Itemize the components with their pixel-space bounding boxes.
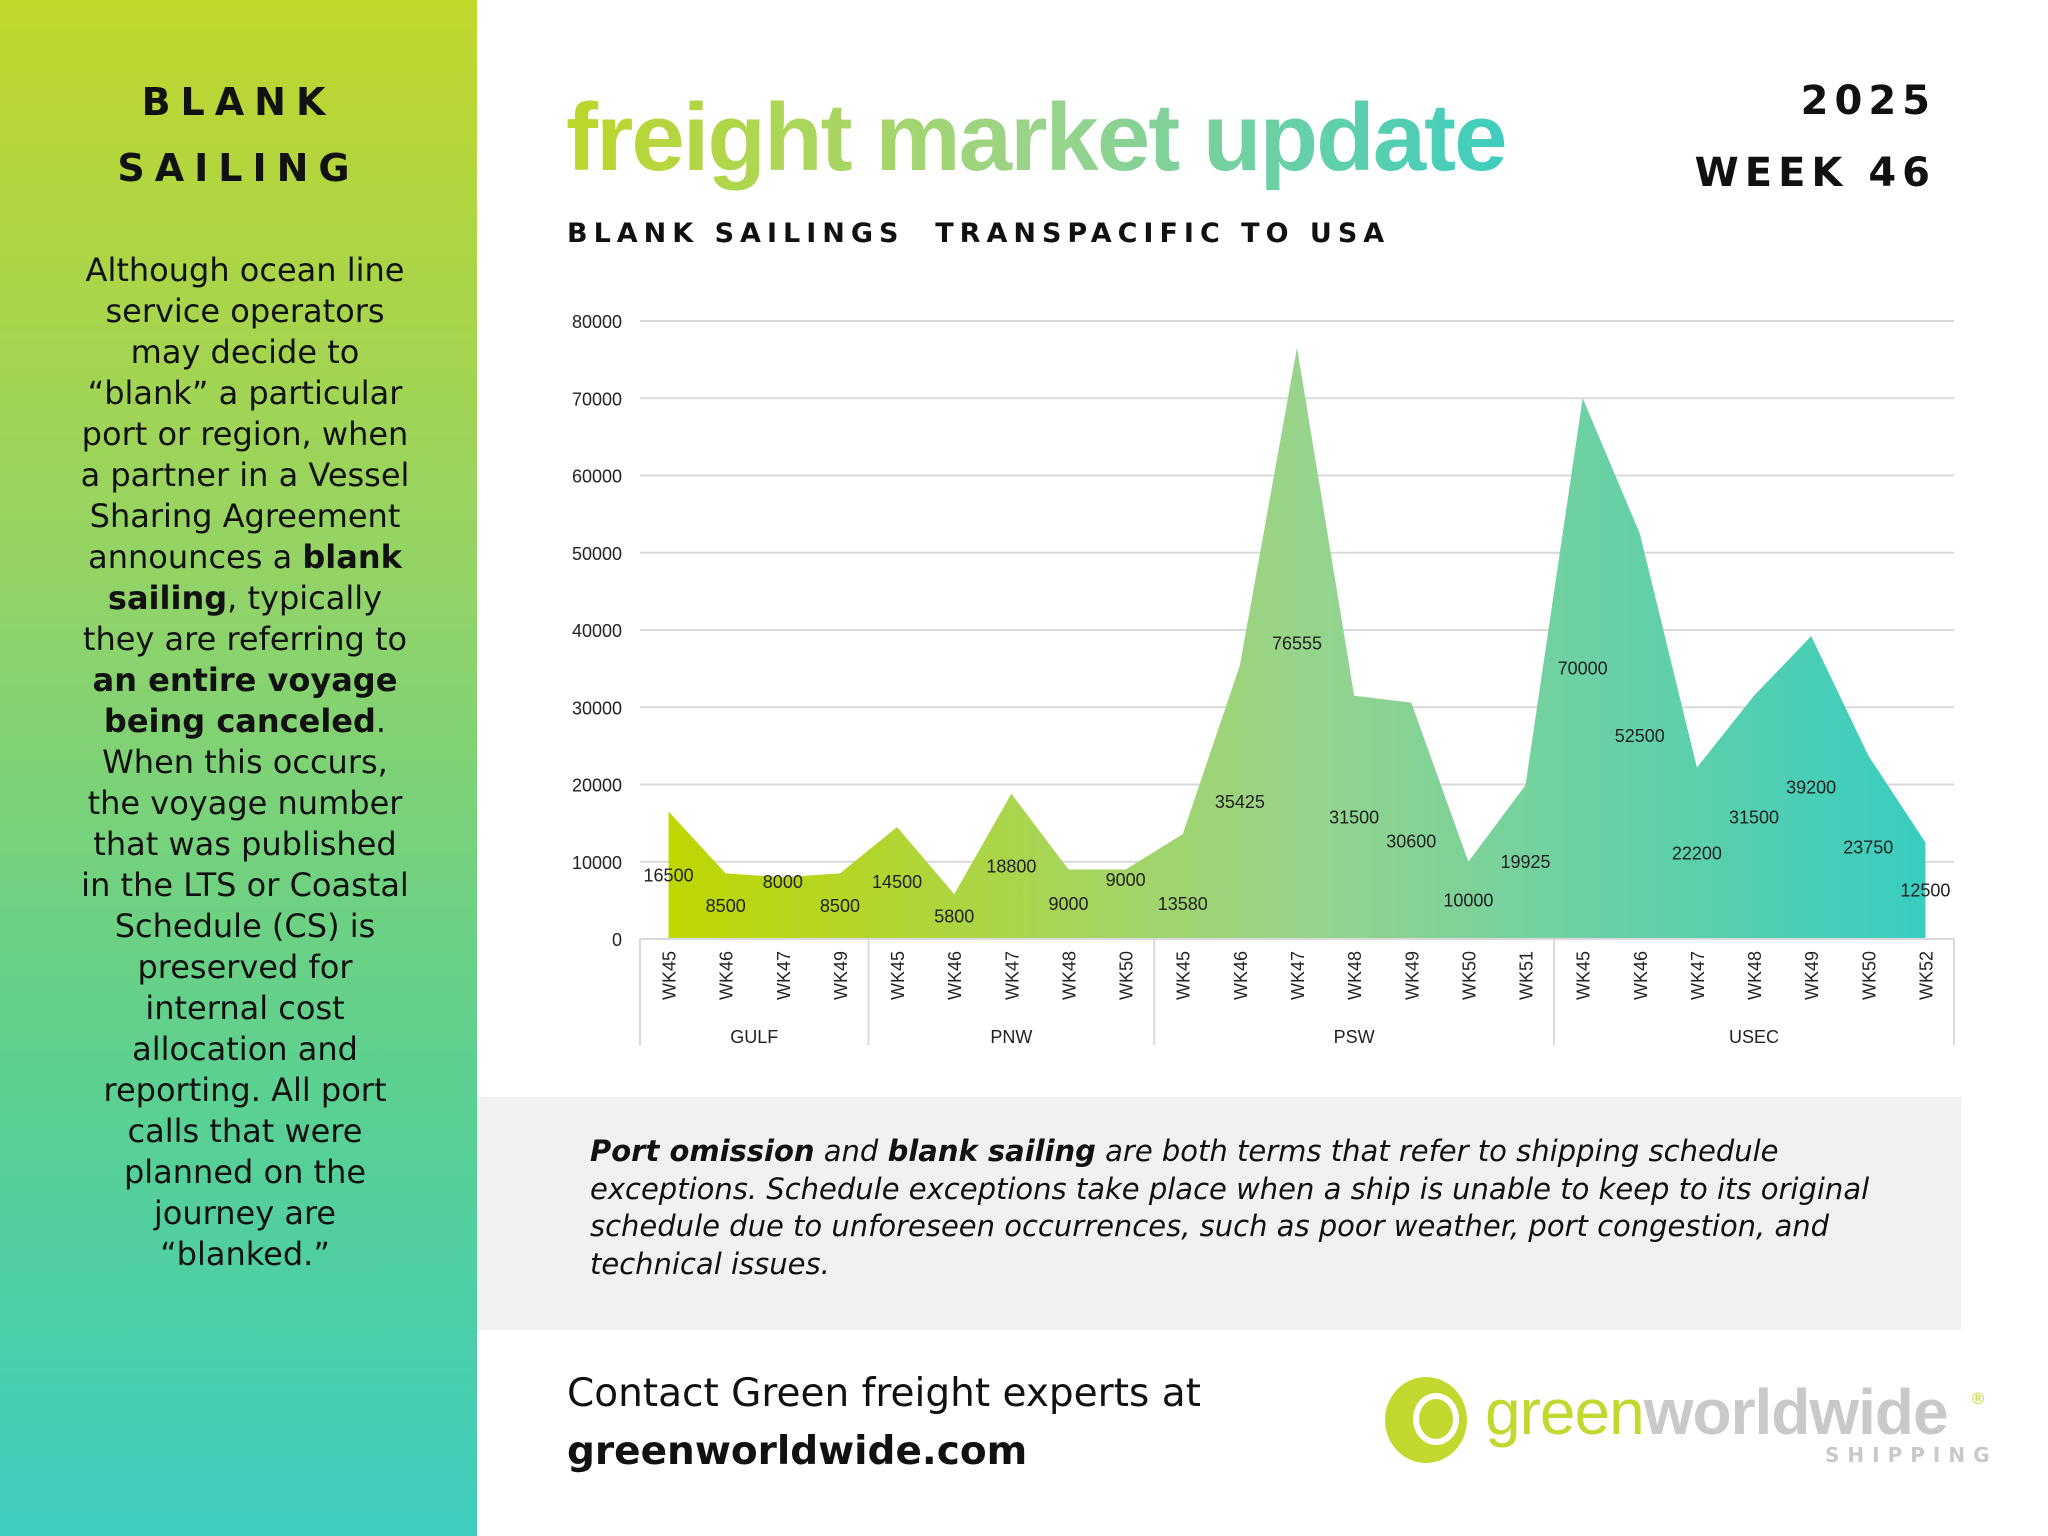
data-label: 76555 bbox=[1272, 633, 1322, 653]
logo-gray-text: worldwide bbox=[1643, 1376, 1949, 1448]
y-tick-label: 20000 bbox=[572, 776, 622, 796]
area-chart: 0 10000 20000 30000 40000 50000 60000 70000 8000… bbox=[572, 312, 1955, 1047]
x-tick-label: WK45 bbox=[1574, 951, 1594, 1000]
data-label: 22200 bbox=[1672, 843, 1722, 863]
x-tick-label: WK47 bbox=[1288, 951, 1308, 1000]
data-label: 23750 bbox=[1843, 837, 1893, 857]
x-tick-label: WK47 bbox=[774, 951, 794, 1000]
group-label: GULF bbox=[730, 1027, 778, 1047]
y-tick-label: 10000 bbox=[572, 853, 622, 873]
data-label: 8000 bbox=[763, 872, 803, 892]
data-label: 52500 bbox=[1615, 726, 1665, 746]
data-label: 39200 bbox=[1786, 778, 1836, 798]
x-tick-label: WK50 bbox=[1859, 951, 1879, 1000]
group-label: USEC bbox=[1729, 1027, 1779, 1047]
x-tick-label: WK48 bbox=[1059, 951, 1079, 1000]
data-label: 9000 bbox=[1048, 894, 1088, 914]
x-tick-label: WK48 bbox=[1745, 951, 1765, 1000]
y-tick-label: 40000 bbox=[572, 621, 622, 641]
x-tick-label: WK47 bbox=[1002, 951, 1022, 1000]
note-span: and bbox=[814, 1134, 888, 1168]
x-tick-label: WK51 bbox=[1517, 951, 1537, 1000]
x-tick-label: WK50 bbox=[1459, 951, 1479, 1000]
logo-registered: ® bbox=[1970, 1389, 1986, 1408]
year-label: 2025 bbox=[1800, 78, 1936, 124]
y-tick-label: 80000 bbox=[572, 312, 622, 332]
info-note: Port omission and blank sailing are both… bbox=[477, 1097, 1961, 1330]
data-label: 8500 bbox=[706, 896, 746, 916]
body-text: Although ocean line service operators ma… bbox=[80, 251, 410, 576]
chart-subtitle: BLANK SAILINGS TRANSPACIFIC TO USA bbox=[567, 218, 1391, 249]
logo-globe-icon bbox=[1385, 1377, 1467, 1463]
x-tick-label: WK46 bbox=[1231, 951, 1251, 1000]
x-tick-label: WK49 bbox=[1402, 951, 1422, 1000]
data-label: 5800 bbox=[934, 907, 974, 927]
sidebar-title-line1: BLANK bbox=[141, 80, 336, 124]
body-text: . When this occurs, the voyage number th… bbox=[81, 702, 409, 1273]
x-tick-label: WK46 bbox=[945, 951, 965, 1000]
body-bold-text: an entire voyage being canceled bbox=[92, 661, 398, 740]
x-tick-label: WK48 bbox=[1345, 951, 1365, 1000]
logo-green-text: green bbox=[1485, 1376, 1645, 1448]
note-bold: Port omission bbox=[590, 1134, 815, 1168]
data-label: 14500 bbox=[872, 872, 922, 892]
x-tick-label: WK49 bbox=[1802, 951, 1822, 1000]
note-bold: blank sailing bbox=[887, 1134, 1096, 1168]
y-tick-label: 0 bbox=[612, 930, 622, 950]
data-label: 31500 bbox=[1729, 807, 1779, 827]
x-tick-label: WK50 bbox=[1117, 951, 1137, 1000]
body-bold-text: blank sailing bbox=[107, 538, 402, 617]
contact-block: Contact Green freight experts at greenwo… bbox=[567, 1365, 1201, 1481]
x-tick-label: WK47 bbox=[1688, 951, 1708, 1000]
y-tick-label: 30000 bbox=[572, 698, 622, 718]
area-series bbox=[668, 347, 1926, 939]
x-tick-label: WK52 bbox=[1916, 951, 1936, 1000]
data-label: 16500 bbox=[644, 865, 694, 885]
x-tick-label: WK45 bbox=[888, 951, 908, 1000]
data-label: 19925 bbox=[1500, 852, 1550, 872]
x-tick-label: WK46 bbox=[717, 951, 737, 1000]
y-tick-label: 50000 bbox=[572, 544, 622, 564]
sidebar: BLANK SAILING Although ocean line servic… bbox=[0, 0, 477, 1536]
note-text: Port omission and blank sailing are both… bbox=[590, 1133, 1880, 1283]
group-label: PNW bbox=[990, 1027, 1032, 1047]
x-tick-label: WK49 bbox=[831, 951, 851, 1000]
sidebar-body: Although ocean line service operators ma… bbox=[80, 250, 410, 1275]
note-span: are both terms that refer to shipping sc… bbox=[590, 1134, 1870, 1281]
logo-wordmark: greenworldwide bbox=[1485, 1375, 1949, 1449]
group-label: PSW bbox=[1334, 1027, 1375, 1047]
x-tick-label: WK45 bbox=[1174, 951, 1194, 1000]
logo-subtitle: SHIPPING bbox=[1825, 1443, 1998, 1467]
data-label: 10000 bbox=[1443, 890, 1493, 910]
page-title: freight market update bbox=[566, 78, 1508, 198]
body-text: , typically they are referring to bbox=[82, 579, 408, 658]
data-label: 8500 bbox=[820, 896, 860, 916]
week-label: WEEK 46 bbox=[1694, 150, 1936, 196]
data-label: 9000 bbox=[1106, 870, 1146, 890]
x-tick-label: WK45 bbox=[660, 951, 680, 1000]
contact-text: Contact Green freight experts at bbox=[567, 1371, 1201, 1416]
data-label: 70000 bbox=[1558, 659, 1608, 679]
data-label: 31500 bbox=[1329, 807, 1379, 827]
data-label: 30600 bbox=[1386, 831, 1436, 851]
x-tick-label: WK46 bbox=[1631, 951, 1651, 1000]
y-tick-label: 70000 bbox=[572, 389, 622, 409]
data-label: 13580 bbox=[1158, 894, 1208, 914]
company-logo: greenworldwide ® SHIPPING bbox=[1385, 1375, 1990, 1470]
sidebar-title-line2: SAILING bbox=[117, 146, 360, 190]
data-label: 35425 bbox=[1215, 792, 1265, 812]
data-label: 12500 bbox=[1900, 881, 1950, 901]
website-link[interactable]: greenworldwide.com bbox=[567, 1429, 1028, 1474]
y-tick-label: 60000 bbox=[572, 467, 622, 487]
data-label: 18800 bbox=[986, 856, 1036, 876]
